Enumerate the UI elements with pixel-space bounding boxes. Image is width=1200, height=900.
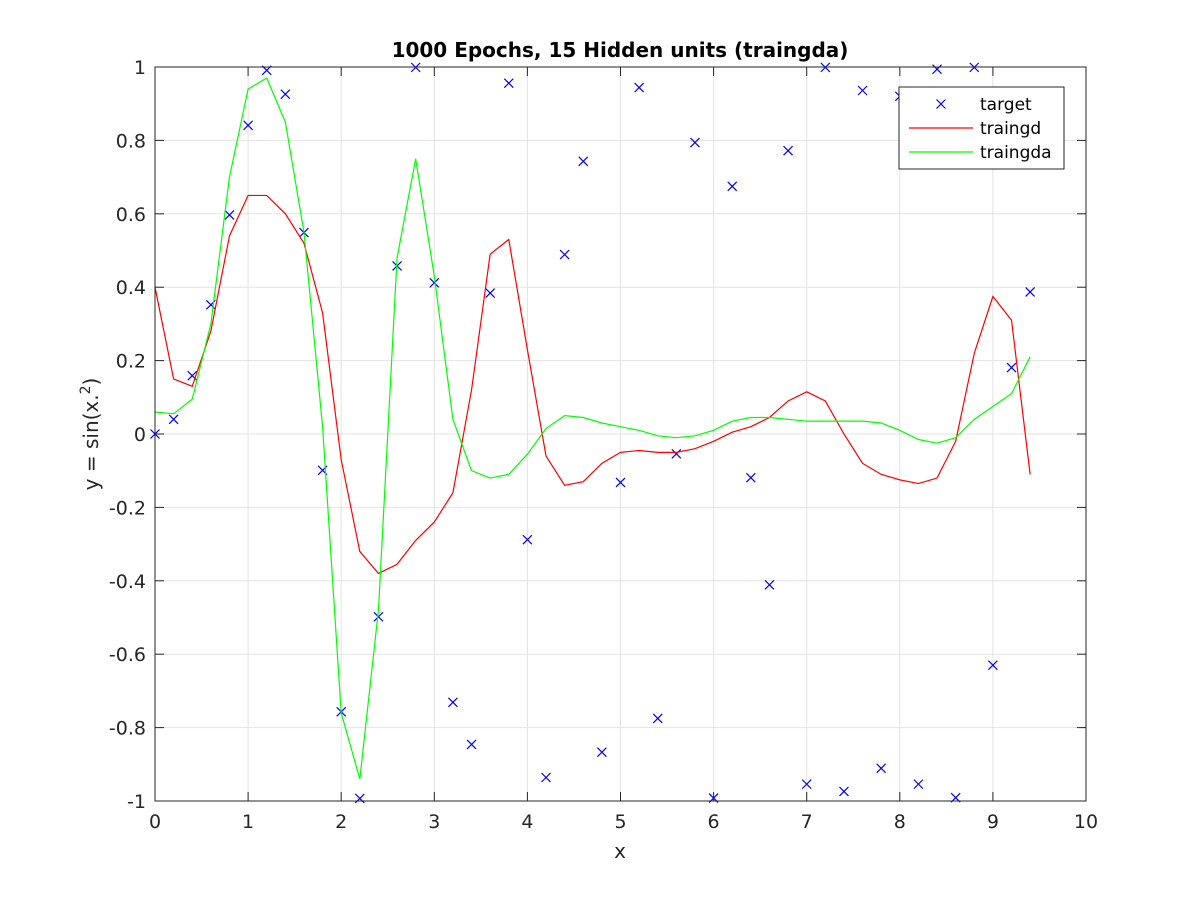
x-tick-label: 2 xyxy=(335,811,347,833)
y-tick-label: 0.8 xyxy=(116,130,146,152)
series-line-traingda xyxy=(154,77,1031,780)
y-axis-label: y = sin(x.2) xyxy=(78,378,103,491)
target-marker xyxy=(1006,362,1017,373)
target-marker xyxy=(373,611,384,622)
y-tick-label: 0.6 xyxy=(116,204,146,226)
legend: target traingd traingda xyxy=(898,86,1065,170)
y-tick-label: 1 xyxy=(134,57,146,79)
target-marker xyxy=(503,78,514,89)
target-marker xyxy=(671,448,682,459)
target-marker xyxy=(541,772,551,783)
y-tick-label: -0.6 xyxy=(109,644,146,666)
target-marker xyxy=(243,120,254,131)
legend-label-traingd: traingd xyxy=(980,119,1041,139)
target-marker xyxy=(522,534,533,545)
target-marker xyxy=(447,697,458,708)
y-tick-label: 0.2 xyxy=(116,351,146,373)
series-line-traingd xyxy=(154,194,1031,575)
y-tick-label: -0.2 xyxy=(109,497,146,519)
x-tick-label: 3 xyxy=(428,811,440,833)
y-axis-label-superscript: 2 xyxy=(78,385,94,394)
target-marker xyxy=(839,786,849,797)
y-tick-label: 0 xyxy=(134,424,146,446)
target-marker xyxy=(224,209,235,220)
target-marker xyxy=(987,660,998,671)
x-tick-label: 10 xyxy=(1074,811,1098,833)
target-marker xyxy=(932,64,942,75)
target-marker xyxy=(578,156,589,167)
target-marker xyxy=(1025,287,1036,297)
y-tick-label: -0.8 xyxy=(109,718,146,740)
target-marker xyxy=(652,713,663,724)
x-tick-label: 9 xyxy=(987,811,999,833)
target-marker xyxy=(168,414,179,425)
target-marker xyxy=(596,747,607,758)
target-marker xyxy=(913,779,924,790)
ticks: 0 1 2 3 4 5 6 7 8 9 10 -1 -0.8 -0.6 -0.4 -0.2 0 0.2 0.4 0.6… xyxy=(109,57,1098,833)
x-tick-label: 4 xyxy=(521,811,533,833)
y-tick-label: -0.4 xyxy=(109,571,146,593)
x-tick-label: 6 xyxy=(708,811,720,833)
target-marker xyxy=(876,763,887,774)
x-tick-label: 8 xyxy=(894,811,906,833)
target-marker xyxy=(615,477,626,488)
legend-label-traingda: traingda xyxy=(980,143,1052,163)
target-marker xyxy=(764,579,775,590)
x-tick-label: 7 xyxy=(801,811,813,833)
chart-title: 1000 Epochs, 15 Hidden units (traingda) xyxy=(392,38,849,62)
x-tick-label: 1 xyxy=(242,811,254,833)
target-marker xyxy=(485,288,496,298)
y-tick-label: -1 xyxy=(127,791,146,813)
target-marker xyxy=(857,85,868,96)
target-marker xyxy=(801,779,812,790)
target-marker xyxy=(429,277,440,288)
target-marker xyxy=(466,739,477,750)
target-marker xyxy=(634,82,645,93)
target-marker xyxy=(690,137,700,148)
target-marker xyxy=(559,249,570,260)
target-marker xyxy=(745,472,756,483)
target-marker xyxy=(280,89,291,100)
legend-swatch-target xyxy=(936,99,946,109)
x-tick-label: 0 xyxy=(149,811,161,833)
y-axis-label-end: ) xyxy=(79,378,103,386)
legend-label-target: target xyxy=(980,95,1032,115)
target-marker xyxy=(727,181,738,192)
y-axis-label-main: y = sin(x. xyxy=(79,394,103,490)
y-tick-label: 0.4 xyxy=(116,277,146,299)
target-marker xyxy=(783,145,794,156)
x-tick-label: 5 xyxy=(614,811,626,833)
x-axis-label: x xyxy=(614,839,626,863)
